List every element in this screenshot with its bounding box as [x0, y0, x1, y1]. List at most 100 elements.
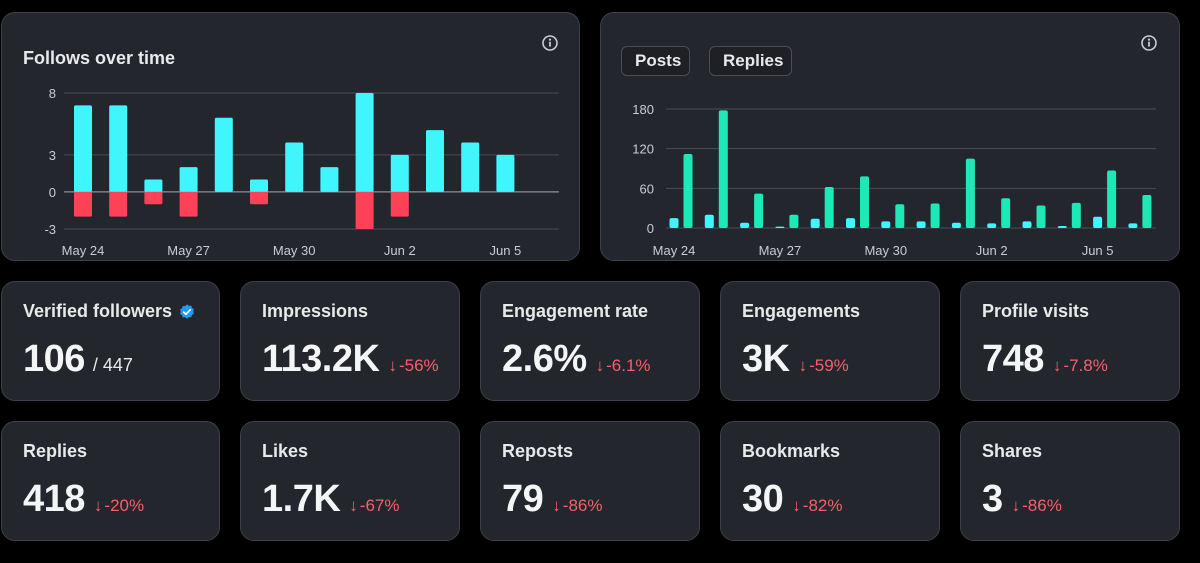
stat-change: ↓ -20%: [94, 496, 144, 516]
follows-gained-bar: [390, 154, 409, 192]
follows-gained-bar: [285, 142, 304, 192]
y-tick-label: 3: [49, 148, 56, 163]
posts-bar: [987, 223, 997, 228]
stat-card-reposts[interactable]: Reposts 79 ↓ -86%: [480, 421, 700, 541]
stat-label: Bookmarks: [742, 441, 841, 461]
y-tick-label: 180: [632, 102, 654, 117]
stat-value: 2.6%: [502, 338, 587, 380]
posts-bar: [881, 221, 891, 228]
stat-card-bookmarks[interactable]: Bookmarks 30 ↓ -82%: [720, 421, 940, 541]
follows-lost-bar: [144, 191, 163, 205]
y-tick-label: 120: [632, 142, 654, 157]
stat-change: ↓ -7.8%: [1053, 356, 1108, 376]
stat-card-engagements[interactable]: Engagements 3K ↓ -59%: [720, 281, 940, 401]
legend-replies-label: Replies: [723, 51, 784, 70]
x-tick-label: May 27: [167, 243, 210, 258]
stat-change: ↓ -86%: [1012, 496, 1062, 516]
stat-change-value: -67%: [359, 496, 400, 515]
posts-bar: [810, 218, 820, 228]
posts-bar: [846, 218, 855, 228]
y-tick-label: 60: [640, 181, 654, 196]
stat-change-value: -86%: [1022, 496, 1062, 515]
stat-card-likes[interactable]: Likes 1.7K ↓ -67%: [240, 421, 460, 541]
follows-lost-bar: [250, 191, 268, 205]
stat-change-value: -82%: [802, 496, 843, 515]
x-tick-label: Jun 5: [1082, 243, 1114, 258]
x-tick-label: May 24: [653, 243, 696, 258]
stat-value: 3: [982, 478, 1003, 520]
stat-change-value: -7.8%: [1063, 356, 1108, 375]
y-tick-label: 0: [647, 221, 654, 236]
stat-value: 113.2K: [262, 338, 380, 380]
stat-label-text: Verified followers: [23, 301, 173, 321]
posts-bar: [951, 222, 961, 228]
replies-bar: [930, 203, 940, 228]
stat-value: 106: [23, 338, 85, 380]
posts-bar: [1022, 221, 1032, 228]
stat-change-value: -6.1%: [606, 356, 651, 375]
stat-label: Impressions: [262, 301, 369, 321]
arrow-down-icon: ↓: [93, 496, 103, 515]
stat-card-impressions[interactable]: Impressions 113.2K ↓ -56%: [240, 281, 460, 401]
x-tick-label: May 27: [759, 243, 802, 258]
x-tick-label: May 30: [273, 243, 316, 258]
legend-posts[interactable]: Posts: [621, 46, 690, 76]
arrow-down-icon: ↓: [349, 496, 358, 515]
follows-lost-bar: [179, 191, 198, 217]
stat-change: ↓ -86%: [552, 496, 602, 516]
follows-gained-bar: [144, 179, 163, 192]
replies-bar: [718, 110, 728, 228]
x-tick-label: May 30: [864, 243, 907, 258]
follows-gained-bar: [74, 105, 92, 192]
follows-lost-bar: [74, 191, 92, 217]
follows-gained-bar: [355, 93, 374, 192]
stat-change: ↓ -82%: [792, 496, 842, 516]
legend-posts-label: Posts: [635, 51, 682, 70]
stat-value: 1.7K: [262, 478, 341, 520]
follows-chart-title: Follows over time: [23, 48, 176, 68]
stat-change-value: -20%: [104, 496, 145, 515]
stat-value-row: 2.6% ↓ -6.1%: [502, 338, 651, 381]
stat-label: Reposts: [502, 441, 574, 461]
stat-label: Verified followers: [23, 301, 196, 322]
posts-bar: [704, 214, 714, 228]
info-icon[interactable]: [541, 34, 559, 52]
stat-value-row: 1.7K ↓ -67%: [262, 478, 399, 521]
follows-gained-bar: [250, 179, 268, 192]
follows-gained-bar: [426, 130, 444, 192]
stat-value: 3K: [742, 338, 790, 380]
stat-card-profile-visits[interactable]: Profile visits 748 ↓ -7.8%: [960, 281, 1180, 401]
posts-bar: [1093, 216, 1103, 228]
follows-gained-bar: [320, 167, 339, 192]
stat-change-value: -86%: [562, 496, 603, 515]
replies-bar: [754, 193, 764, 228]
legend-replies[interactable]: Replies: [709, 46, 792, 76]
stat-change: ↓ -56%: [388, 356, 438, 376]
arrow-down-icon: ↓: [595, 356, 605, 375]
stat-card-replies[interactable]: Replies 418 ↓ -20%: [1, 421, 220, 541]
x-tick-label: Jun 2: [384, 243, 416, 258]
stat-card-engagement-rate[interactable]: Engagement rate 2.6% ↓ -6.1%: [480, 281, 700, 401]
y-tick-label: -3: [44, 222, 56, 237]
stat-change-value: -56%: [398, 356, 439, 375]
follows-gained-bar: [461, 142, 480, 192]
replies-bar: [965, 158, 975, 228]
arrow-down-icon: ↓: [792, 496, 801, 515]
stat-change: ↓ -6.1%: [596, 356, 651, 376]
stat-card-shares[interactable]: Shares 3 ↓ -86%: [960, 421, 1180, 541]
stat-value-row: 3 ↓ -86%: [982, 478, 1062, 521]
replies-bar: [1071, 202, 1081, 228]
stat-card-verified-followers[interactable]: Verified followers 106 / 447: [1, 281, 220, 401]
x-tick-label: Jun 2: [976, 243, 1008, 258]
stat-value-row: 30 ↓ -82%: [742, 478, 842, 521]
stat-value: 748: [982, 338, 1044, 380]
info-icon[interactable]: [1140, 34, 1158, 52]
y-tick-label: 0: [49, 185, 56, 200]
follows-chart-card: Follows over time 8 3 0 -3 May 24 May 27 May 3…: [1, 12, 580, 261]
arrow-down-icon: ↓: [1052, 356, 1062, 375]
replies-bar: [1142, 194, 1152, 228]
posts-bar: [775, 226, 785, 228]
stat-value-row: 106 / 447: [23, 338, 133, 381]
stat-change: ↓ -67%: [349, 496, 399, 516]
posts-bar: [740, 222, 750, 228]
